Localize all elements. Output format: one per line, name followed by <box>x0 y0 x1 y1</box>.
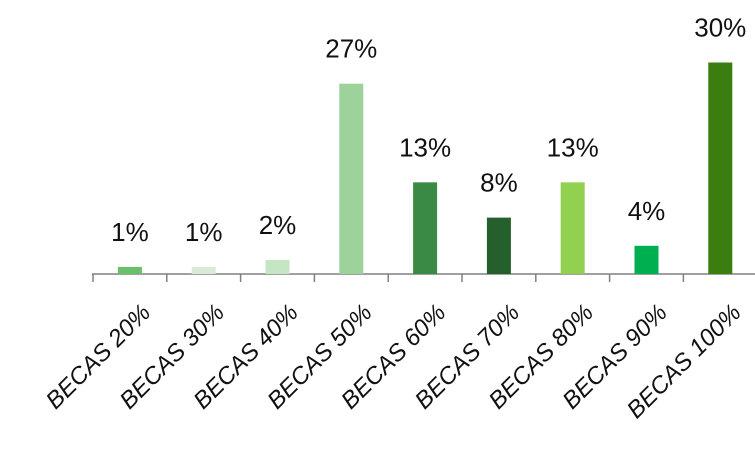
data-label: 4% <box>628 196 666 226</box>
data-label: 30% <box>694 13 746 43</box>
bars-group <box>117 62 733 275</box>
category-labels-group: BECAS 20%BECAS 30%BECAS 40%BECAS 50%BECA… <box>41 299 747 424</box>
data-label: 27% <box>325 34 377 64</box>
data-label: 1% <box>111 217 149 247</box>
bar-becas-100 <box>708 62 733 274</box>
bar-becas-70 <box>486 217 511 274</box>
bar-becas-80 <box>560 182 585 274</box>
data-labels-group: 1% 1% 2% 27% 13% 8% 13% 4% 30% <box>111 13 746 247</box>
bar-becas-20 <box>117 266 142 274</box>
data-label: 8% <box>480 168 518 198</box>
bar-becas-60 <box>413 182 438 274</box>
data-label: 13% <box>399 132 451 162</box>
data-label: 1% <box>185 217 223 247</box>
bar-becas-90 <box>634 245 659 274</box>
tick-marks-group <box>92 274 685 282</box>
bar-becas-30 <box>191 266 216 274</box>
data-label: 13% <box>547 132 599 162</box>
bar-becas-50 <box>339 83 364 275</box>
bar-becas-40 <box>265 259 290 274</box>
data-label: 2% <box>259 210 297 240</box>
